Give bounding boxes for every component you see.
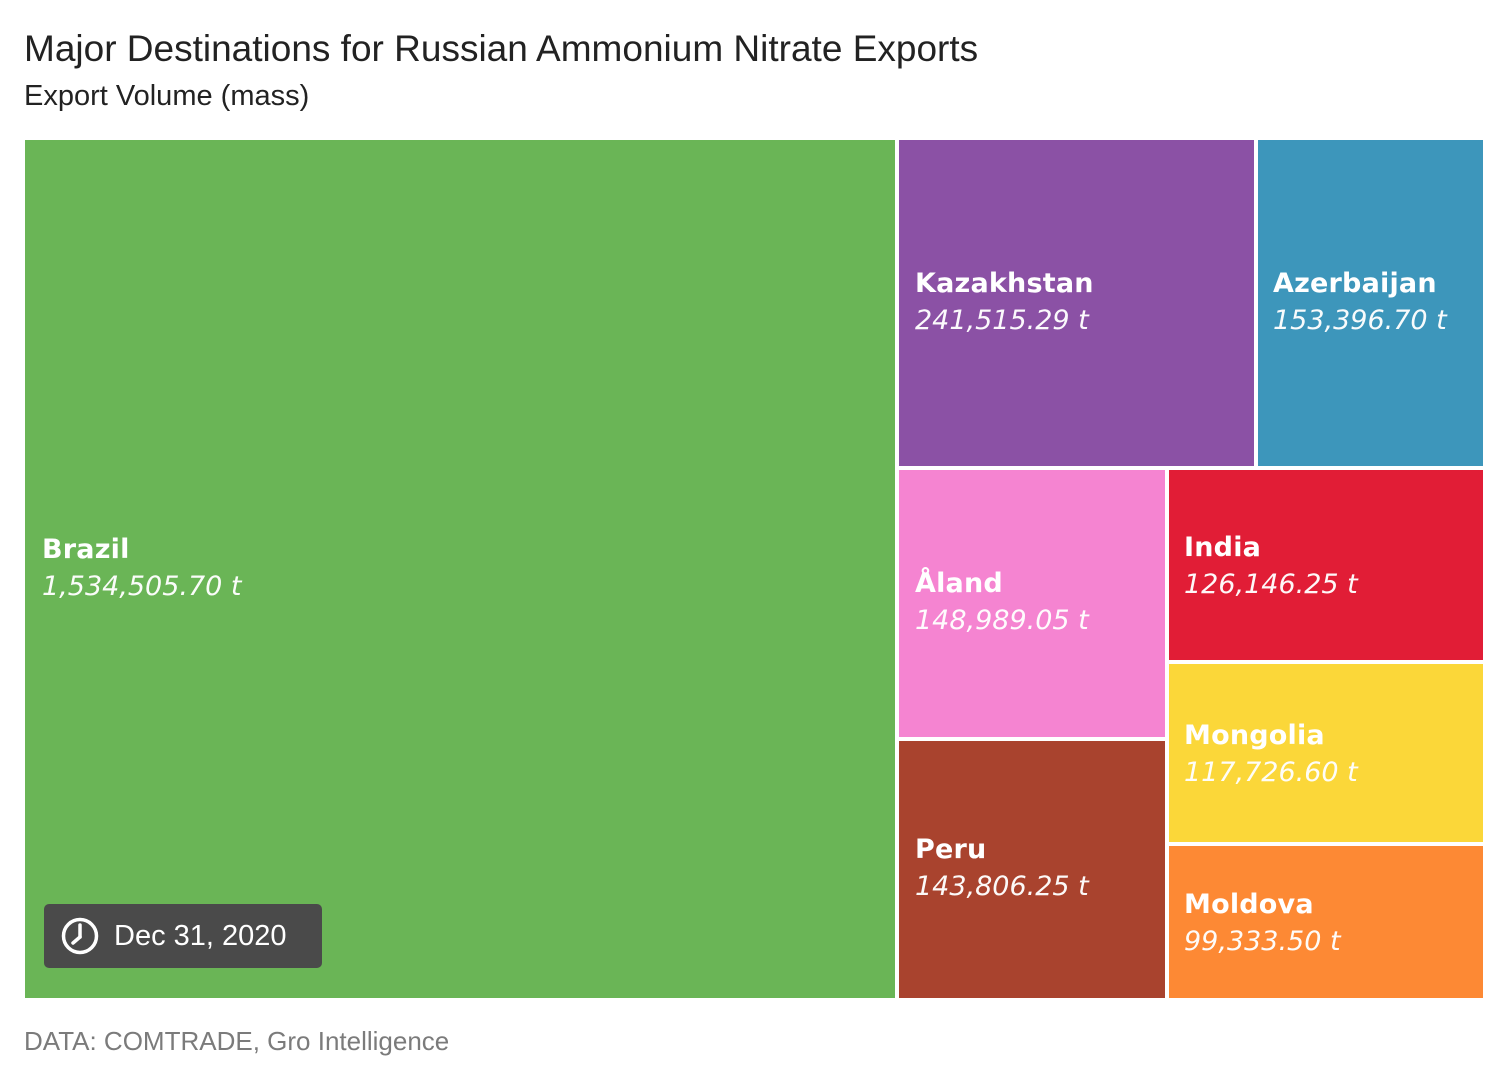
tile-value-brazil: 1,534,505.70 t	[42, 571, 242, 602]
treemap-tile-azerbaijan: Azerbaijan 153,396.70 t	[1258, 140, 1483, 466]
treemap-tile-moldova: Moldova 99,333.50 t	[1169, 846, 1483, 998]
treemap-tile-peru: Peru 143,806.25 t	[899, 741, 1165, 998]
tile-label-brazil: Brazil	[42, 534, 130, 565]
treemap-tile-brazil: Brazil 1,534,505.70 t	[25, 140, 895, 998]
treemap-tile-india: India 126,146.25 t	[1169, 470, 1483, 660]
tile-value-india: 126,146.25 t	[1184, 569, 1358, 600]
tile-label-mongolia: Mongolia	[1184, 720, 1325, 751]
treemap-tile-aland: Åland 148,989.05 t	[899, 470, 1165, 737]
treemap-tile-kazakhstan: Kazakhstan 241,515.29 t	[899, 140, 1254, 466]
tile-value-azerbaijan: 153,396.70 t	[1273, 305, 1447, 336]
tile-label-aland: Åland	[915, 568, 1003, 599]
date-text: Dec 31, 2020	[114, 919, 287, 952]
treemap: Brazil 1,534,505.70 t Kazakhstan 241,515.29…	[25, 140, 1483, 998]
tile-label-india: India	[1184, 532, 1262, 563]
clock-icon	[60, 916, 100, 956]
tile-label-peru: Peru	[915, 834, 987, 865]
tile-value-aland: 148,989.05 t	[915, 605, 1089, 636]
source-note: DATA: COMTRADE, Gro Intelligence	[24, 1026, 450, 1056]
chart-title: Major Destinations for Russian Ammonium …	[24, 28, 979, 69]
treemap-tile-mongolia: Mongolia 117,726.60 t	[1169, 664, 1483, 842]
chart-subtitle: Export Volume (mass)	[24, 80, 310, 112]
date-badge: Dec 31, 2020	[44, 904, 322, 968]
tile-value-kazakhstan: 241,515.29 t	[915, 305, 1089, 336]
tile-label-moldova: Moldova	[1184, 889, 1314, 920]
tile-value-mongolia: 117,726.60 t	[1184, 757, 1358, 788]
tile-label-kazakhstan: Kazakhstan	[915, 268, 1094, 299]
tile-value-peru: 143,806.25 t	[915, 871, 1089, 902]
tile-value-moldova: 99,333.50 t	[1184, 926, 1341, 957]
tile-label-azerbaijan: Azerbaijan	[1273, 268, 1437, 299]
